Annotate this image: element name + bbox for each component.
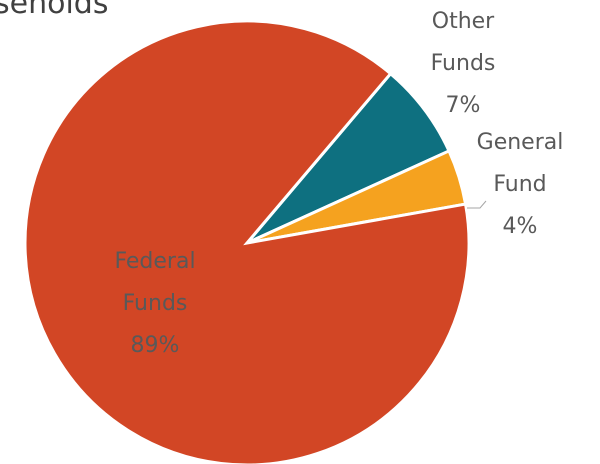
slice-label: Other Funds: [430, 9, 496, 76]
chart-title: seholds: [0, 0, 109, 21]
pie-slice: [23, 19, 471, 464]
slice-label: General Fund: [476, 130, 564, 197]
slice-label: Federal Funds: [114, 249, 196, 316]
leader-line: [467, 200, 487, 209]
value-label: 4%: [502, 214, 538, 239]
value-label: 7%: [445, 93, 481, 118]
value-label: 89%: [130, 333, 180, 358]
